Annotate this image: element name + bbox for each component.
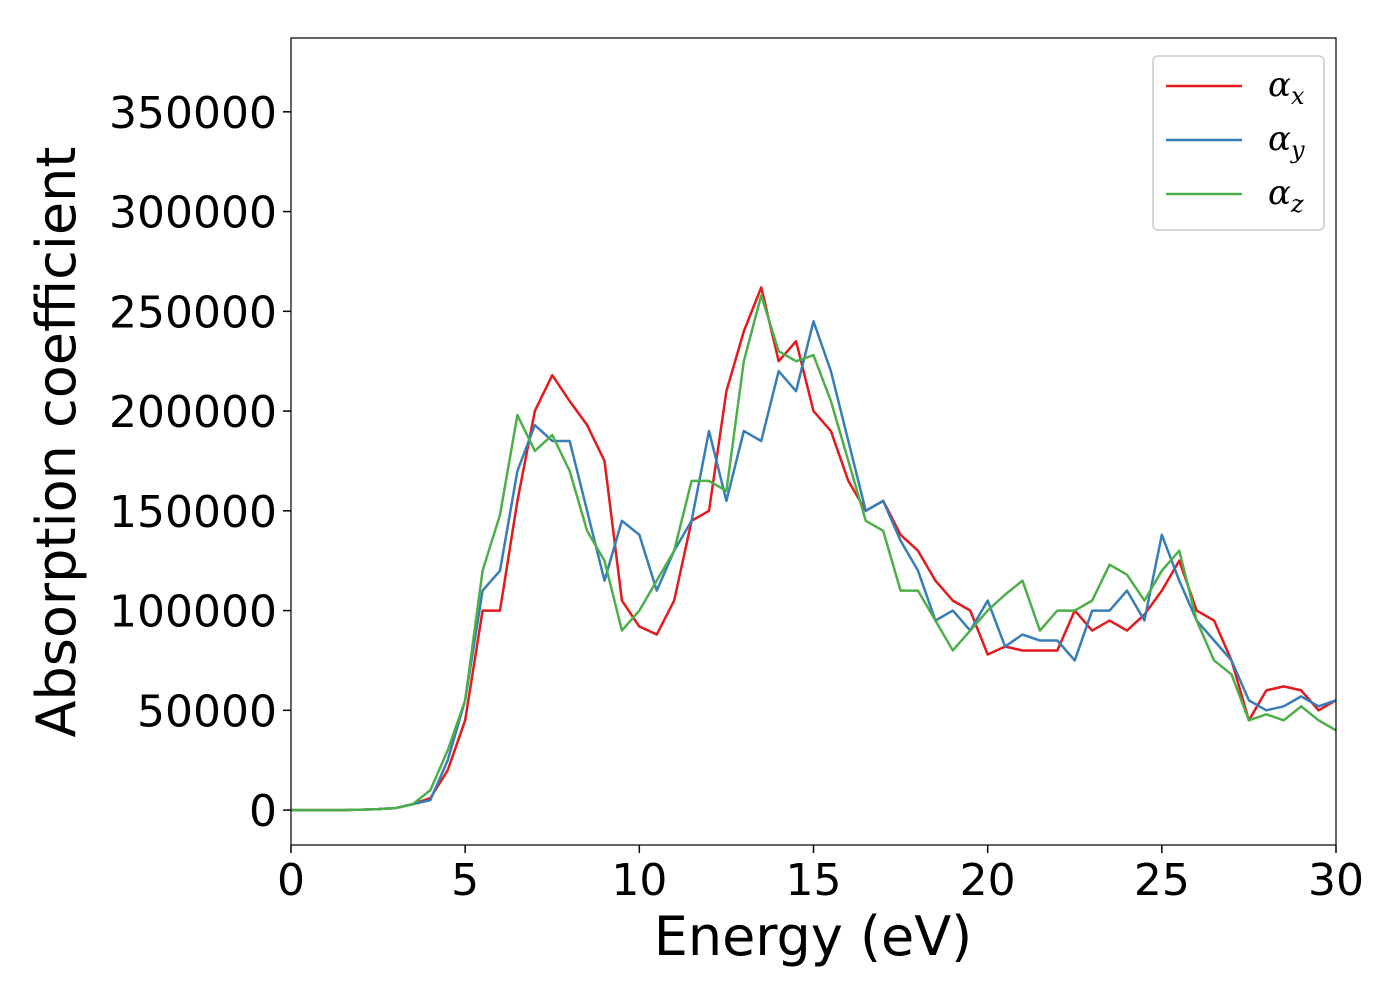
legend-label: αz	[1268, 173, 1304, 218]
y-axis-label: Absorption coefficient	[25, 147, 88, 738]
y-tick-label: 350000	[109, 88, 277, 139]
x-tick-label: 20	[960, 855, 1016, 906]
x-tick-label: 15	[786, 855, 842, 906]
y-tick-label: 0	[249, 786, 277, 837]
x-tick-label: 0	[277, 855, 305, 906]
x-tick-label: 10	[611, 855, 667, 906]
y-tick-label: 150000	[109, 487, 277, 538]
x-tick-label: 25	[1134, 855, 1190, 906]
y-tick-label: 250000	[109, 287, 277, 338]
line-series	[291, 286, 1336, 812]
legend-label: αy	[1268, 119, 1305, 164]
y-tick-label: 200000	[109, 387, 277, 438]
line-series	[291, 294, 1336, 812]
x-axis-label: Energy (eV)	[654, 905, 973, 968]
x-tick-label: 30	[1308, 855, 1364, 906]
y-tick-label: 50000	[137, 686, 277, 737]
plot-frame	[290, 37, 1337, 846]
y-tick-label: 300000	[109, 188, 277, 239]
line-series	[291, 320, 1336, 812]
legend-label: αx	[1268, 65, 1305, 110]
x-tick-label: 5	[451, 855, 479, 906]
legend-box	[1152, 55, 1325, 231]
y-tick-label: 100000	[109, 587, 277, 638]
